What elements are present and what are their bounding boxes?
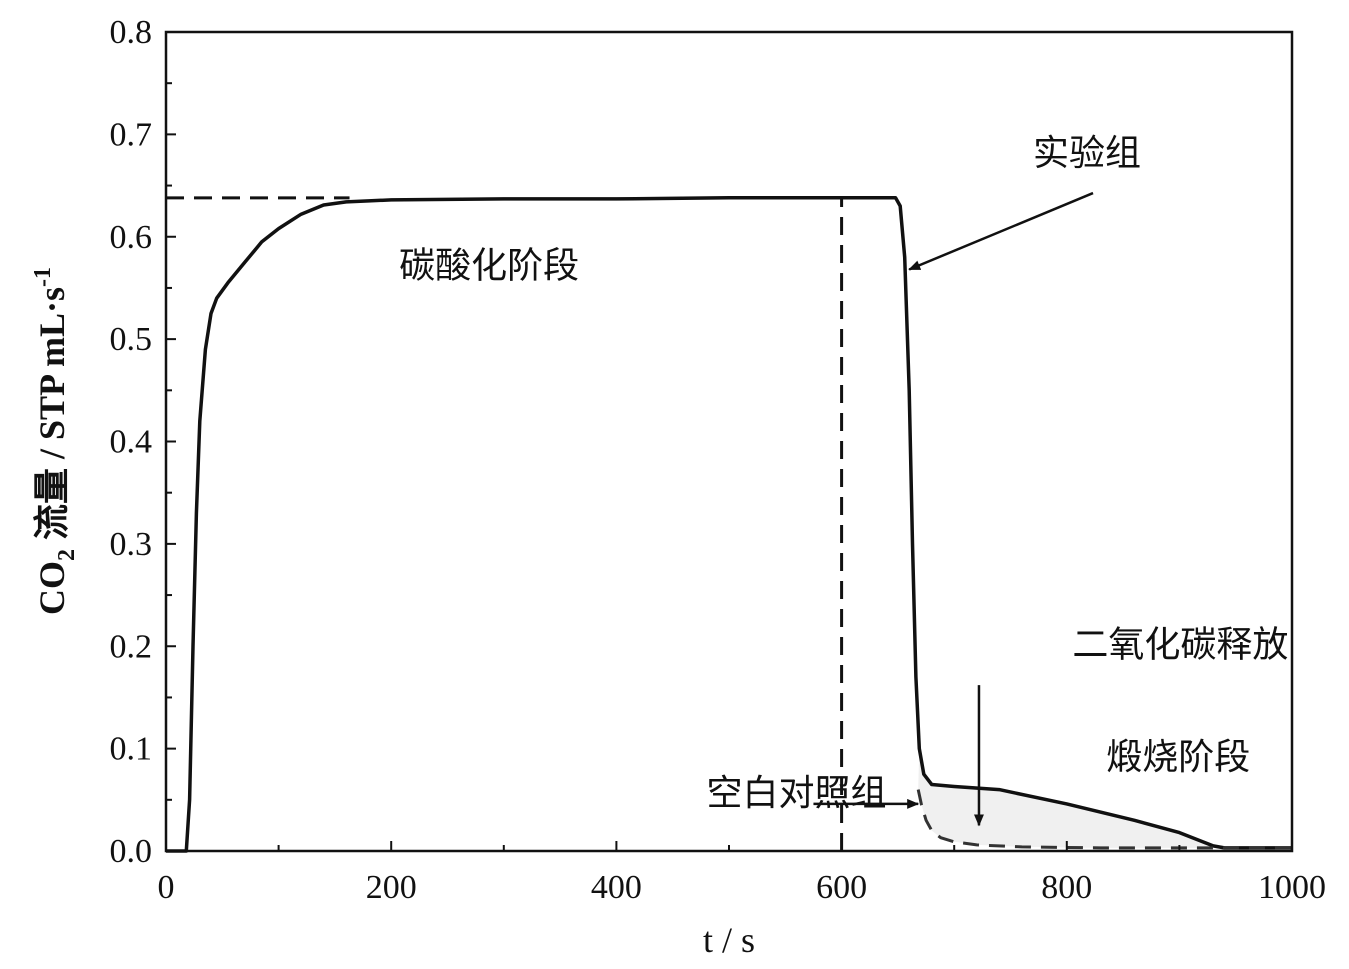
y-tick-label: 0.8 <box>110 14 153 51</box>
y-tick-label: 0.4 <box>110 424 153 461</box>
x-tick-label: 1000 <box>1258 869 1326 906</box>
annotation-experiment: 实验组 <box>1033 133 1141 173</box>
release-area-fill <box>918 748 1225 848</box>
annotation-carbonation: 碳酸化阶段 <box>399 246 579 286</box>
y-tick-label: 0.7 <box>110 116 153 153</box>
y-tick-label: 0.0 <box>110 833 153 870</box>
annotation-arrow-experiment <box>908 191 1094 271</box>
y-tick-label: 0.3 <box>110 526 153 563</box>
annotation-calcination: 煅烧阶段 <box>1106 737 1250 777</box>
x-tick-label: 800 <box>1041 869 1092 906</box>
y-tick-label: 0.6 <box>110 219 153 256</box>
series-line-blank <box>916 789 1292 850</box>
y-tick-label: 0.5 <box>110 321 153 358</box>
annotation-release: 二氧化碳释放 <box>1072 624 1288 664</box>
series-line-experiment <box>166 196 1292 853</box>
y-tick-label: 0.2 <box>110 628 153 665</box>
x-tick-label: 600 <box>816 869 867 906</box>
x-tick-label: 200 <box>366 869 417 906</box>
x-tick-label: 0 <box>158 869 175 906</box>
x-axis-label: t / s <box>703 920 755 960</box>
y-tick-label: 0.1 <box>110 731 153 768</box>
annotation-blank: 空白对照组 <box>706 773 886 813</box>
x-tick-label: 400 <box>591 869 642 906</box>
y-axis-label: CO2 流量 / STP mL·s-1 <box>30 267 80 615</box>
